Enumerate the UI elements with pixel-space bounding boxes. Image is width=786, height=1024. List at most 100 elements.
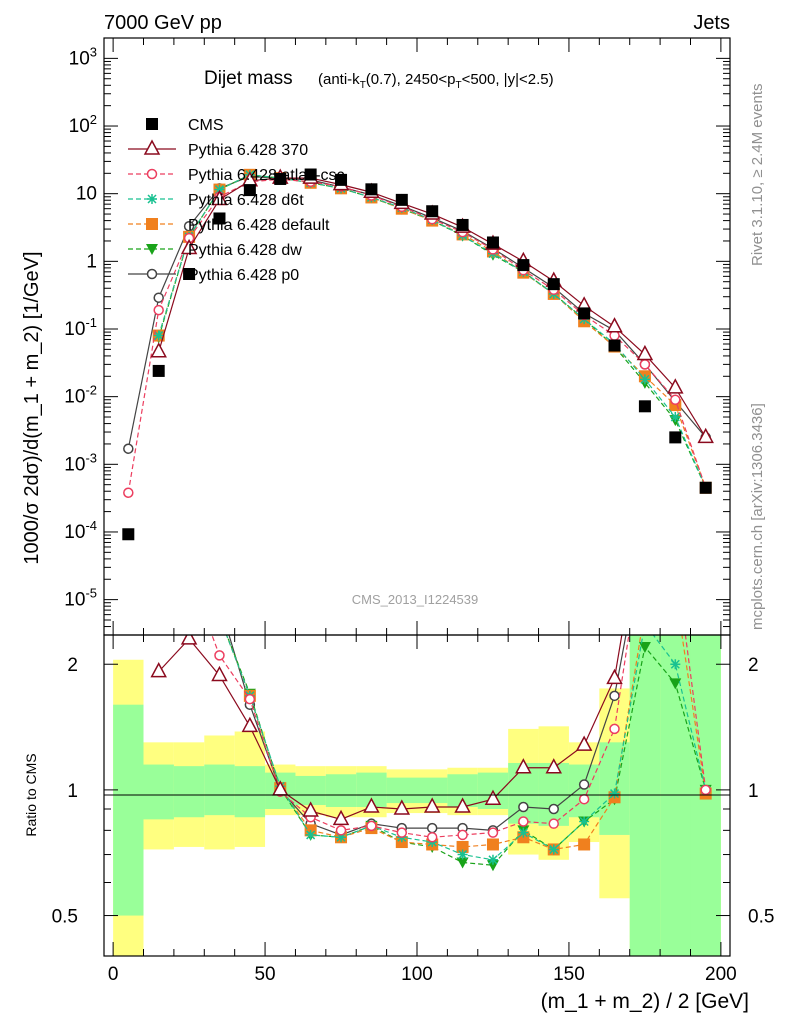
cms-point-0: [122, 528, 135, 541]
y-tick-label: 10: [76, 184, 97, 205]
main-point-pythia-6-428-d6t-18: [670, 412, 681, 423]
ratio-point-pythia-6-428-370-2: [180, 635, 198, 645]
ratio-point-pythia-6-428-atlas-csc-3: [214, 650, 225, 661]
legend-entry: Pythia 6.428 p0: [128, 267, 299, 284]
ratio-point-pythia-6-428-370-11: [454, 797, 471, 813]
ratio-point-pythia-6-428-370-16: [606, 668, 623, 685]
y-axis-label-main: 1000/σ 2dσ)/d(m_1 + m_2) [1/GeV]: [21, 251, 43, 564]
header-left: 7000 GeV pp: [104, 12, 222, 34]
main-point-pythia-6-428-p0-1: [153, 292, 164, 303]
main-point-pythia-6-428-atlas-csc-17: [639, 359, 651, 370]
cms-point-16: [608, 339, 621, 352]
ratio-point-pythia-6-428-dw-17: [638, 641, 651, 653]
main-point-pythia-6-428-p0-2: [183, 221, 195, 232]
main-point-pythia-6-428-370-17: [636, 344, 654, 361]
ratio-point-pythia-6-428-370-14: [545, 758, 563, 774]
main-point-pythia-6-428-370-18: [667, 378, 684, 394]
ratio-point-pythia-6-428-default-11: [456, 840, 469, 853]
ratio-point-pythia-6-428-p0-16: [609, 690, 620, 702]
axis-ticks: [104, 37, 730, 957]
legend-marker: [146, 118, 158, 130]
y-tick-label: 10-1: [64, 315, 97, 340]
band-stat-9: [386, 777, 417, 804]
ratio-point-pythia-6-428-d6t-11: [457, 849, 468, 860]
ratio-tick-label-left: 0.5: [52, 907, 78, 928]
legend-marker: [143, 139, 161, 155]
band-stat-3: [204, 764, 235, 816]
main-point-pythia-6-428-370-1: [150, 342, 167, 358]
legend: CMS Pythia 6.428 370 Pythia 6.428 atlas-cs…: [128, 117, 345, 284]
ratio-point-pythia-6-428-370-4: [241, 716, 259, 733]
ratio-point-pythia-6-428-atlas-csc-12: [487, 827, 499, 838]
legend-entry: Pythia 6.428 d6t: [128, 192, 304, 209]
ratio-tick-label-left: 1: [67, 781, 78, 802]
ratio-point-pythia-6-428-370-9: [393, 799, 411, 815]
axis-tick-labels: 0 50 100 150 20010310210110-110-210-310-410-…: [52, 44, 775, 985]
cms-point-11: [456, 218, 469, 231]
plot-title-detail: (anti-kT(0.7), 2450<pT<500, |y|<2.5): [318, 71, 554, 91]
ratio-point-pythia-6-428-d6t-6: [305, 829, 316, 840]
legend-marker: [147, 194, 157, 204]
cms-point-17: [638, 400, 651, 413]
mcplots-label: mcplots.cern.ch [arXiv:1306.3436]: [749, 403, 766, 630]
ratio-point-pythia-6-428-370-1: [150, 662, 167, 678]
ratio-tick-label-right: 2: [748, 655, 759, 676]
cms-point-19: [699, 481, 712, 494]
cms-point-8: [365, 183, 378, 196]
ratio-line-pythia-6-428-p0: [228, 635, 627, 836]
legend-entry: CMS: [146, 117, 224, 134]
plot-title: Dijet mass: [204, 68, 293, 89]
ratio-point-pythia-6-428-default-12: [486, 838, 499, 851]
x-tick-label: 100: [401, 964, 433, 985]
legend-entry: Pythia 6.428 370: [128, 139, 308, 159]
cms-point-4: [243, 184, 256, 197]
ratio-point-pythia-6-428-atlas-csc-15: [578, 793, 590, 805]
ratio-point-pythia-6-428-370-7: [332, 809, 350, 826]
x-tick-label: 200: [705, 964, 737, 985]
ratio-point-pythia-6-428-370-10: [423, 797, 441, 813]
legend-marker: [146, 168, 158, 180]
main-point-pythia-6-428-p0-0: [123, 443, 134, 454]
legend-entry: Pythia 6.428 default: [128, 217, 330, 234]
x-tick-label: 150: [553, 964, 585, 985]
legend-label: Pythia 6.428 atlas-csc: [188, 167, 345, 184]
cms-point-1: [152, 364, 165, 377]
y-tick-label: 1: [86, 251, 97, 272]
ratio-point-pythia-6-428-dw-18: [669, 678, 682, 690]
band-stat-4: [234, 766, 266, 818]
ratio-line-pythia-6-428-atlas-csc: [211, 635, 707, 838]
x-tick-label: 50: [254, 964, 275, 985]
main-point-pythia-6-428-370-16: [606, 317, 623, 333]
ratio-point-pythia-6-428-370-3: [211, 665, 228, 682]
ratio-point-pythia-6-428-370-13: [515, 758, 532, 774]
main-point-pythia-6-428-atlas-csc-0: [123, 487, 134, 498]
band-stat-2: [173, 766, 205, 818]
x-axis-label: (m_1 + m_2) / 2 [GeV]: [541, 990, 749, 1013]
main-point-pythia-6-428-370-3: [211, 189, 228, 206]
y-tick-label: 10-2: [64, 383, 97, 408]
y-tick-label: 103: [69, 44, 97, 69]
ratio-point-pythia-6-428-atlas-csc-4: [244, 693, 256, 705]
y-axis-label-ratio: Ratio to CMS: [23, 753, 39, 836]
y-tick-label: 10-5: [64, 586, 97, 611]
main-point-pythia-6-428-d6t-17: [639, 374, 650, 385]
main-point-pythia-6-428-atlas-csc-18: [670, 394, 681, 405]
ratio-point-pythia-6-428-default-15: [578, 838, 591, 851]
legend-marker: [146, 244, 158, 255]
cms-point-9: [395, 193, 408, 206]
cms-point-12: [486, 236, 499, 249]
ratio-point-pythia-6-428-atlas-csc-11: [457, 829, 468, 841]
cms-point-10: [426, 205, 439, 218]
ratio-point-pythia-6-428-p0-13: [518, 801, 529, 813]
band-stat-7: [325, 774, 357, 807]
ratio-point-pythia-6-428-atlas-csc-7: [335, 825, 347, 836]
legend-entry: Pythia 6.428 atlas-csc: [128, 167, 345, 184]
ratio-point-pythia-6-428-d6t-14: [548, 844, 559, 855]
header-right: Jets: [693, 12, 730, 34]
ratio-point-pythia-6-428-d6t-12: [487, 854, 498, 865]
main-point-pythia-6-428-d6t-3: [214, 184, 225, 195]
ratio-point-pythia-6-428-dw-11: [456, 857, 469, 869]
ratio-point-pythia-6-428-atlas-csc-16: [609, 723, 620, 735]
ratio-tick-label-right: 0.5: [748, 907, 774, 928]
